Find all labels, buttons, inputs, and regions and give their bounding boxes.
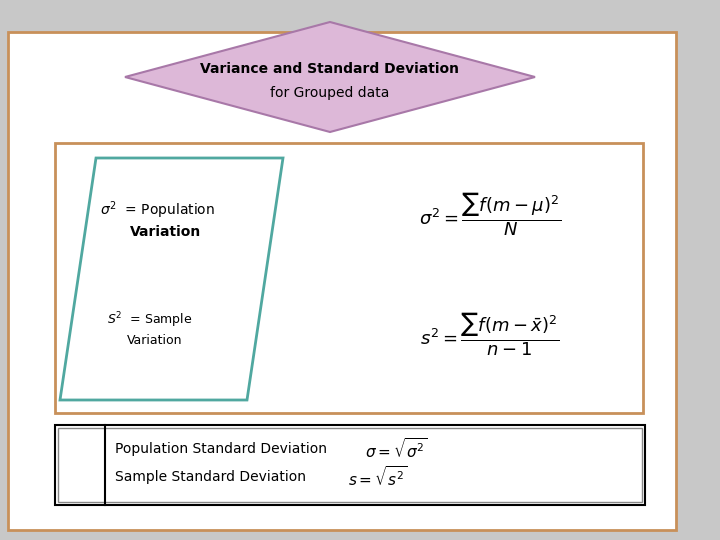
Polygon shape — [125, 22, 535, 132]
Text: $s = \sqrt{s^2}$: $s = \sqrt{s^2}$ — [348, 465, 408, 489]
Text: for Grouped data: for Grouped data — [270, 86, 390, 100]
Text: $s^2 = \dfrac{\sum f(m-\bar{x})^2}{n-1}$: $s^2 = \dfrac{\sum f(m-\bar{x})^2}{n-1}$ — [420, 312, 559, 359]
Bar — [55, 425, 645, 505]
Text: Variation: Variation — [130, 225, 202, 239]
Text: Population Standard Deviation: Population Standard Deviation — [115, 442, 327, 456]
Bar — [58, 428, 642, 502]
Text: Variance and Standard Deviation: Variance and Standard Deviation — [200, 62, 459, 76]
Text: Sample Standard Deviation: Sample Standard Deviation — [115, 470, 306, 484]
Text: $\sigma^2 = \dfrac{\sum f(m-\mu)^2}{N}$: $\sigma^2 = \dfrac{\sum f(m-\mu)^2}{N}$ — [419, 192, 561, 238]
Text: Variation: Variation — [127, 334, 182, 347]
Bar — [55, 143, 643, 413]
Text: $\sigma = \sqrt{\sigma^2}$: $\sigma = \sqrt{\sigma^2}$ — [365, 437, 428, 461]
Text: $\sigma^2$  = Population: $\sigma^2$ = Population — [100, 199, 215, 221]
Polygon shape — [60, 158, 283, 400]
Text: $S^2$  = Sample: $S^2$ = Sample — [107, 310, 192, 330]
